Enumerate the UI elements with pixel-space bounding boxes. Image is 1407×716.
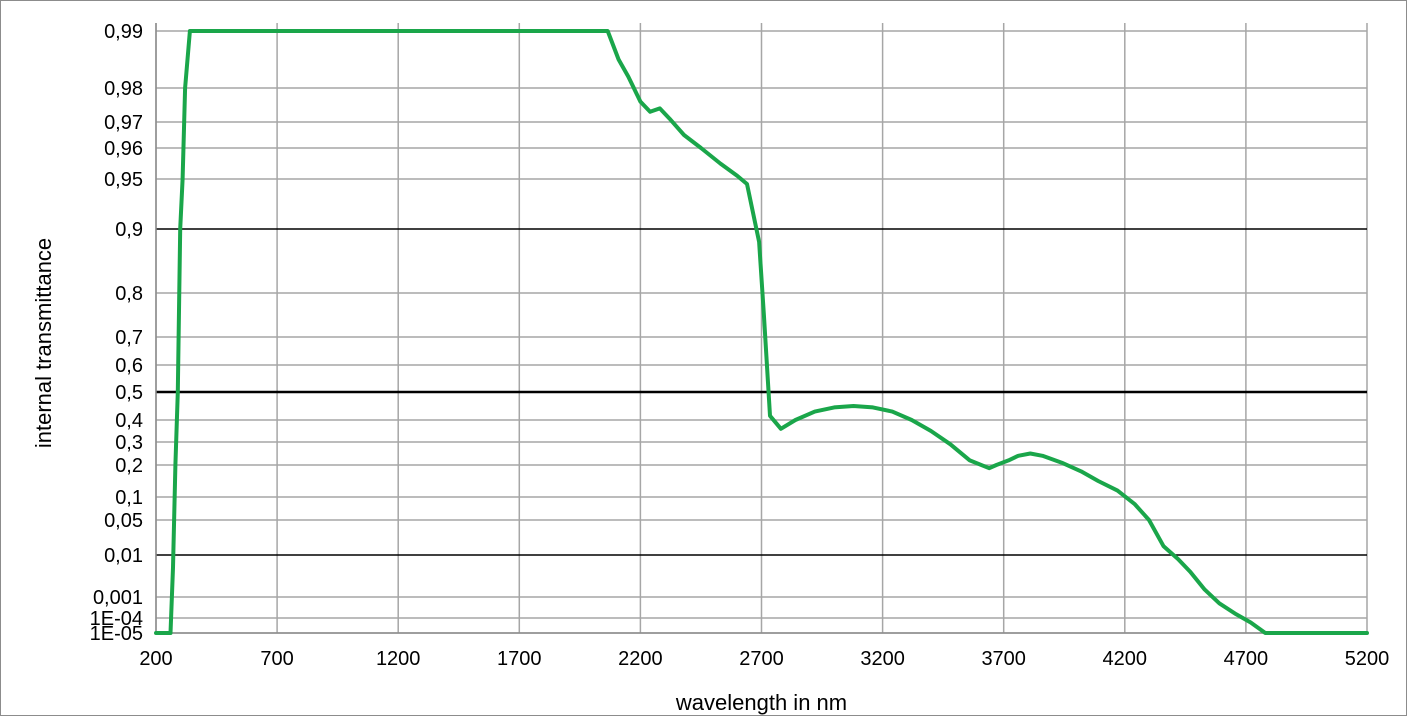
x-tick-label: 3200 xyxy=(860,648,905,670)
x-tick-label: 2700 xyxy=(739,648,784,670)
x-axis-title: wavelength in nm xyxy=(675,690,847,715)
y-tick-label: 1E-05 xyxy=(90,623,143,645)
y-tick-label: 0,6 xyxy=(115,355,143,377)
x-gridlines xyxy=(155,23,1368,633)
x-tick-labels: 200 700 1200 1700 2200 2700 3200 3700 4200 4700 52… xyxy=(139,648,1389,670)
y-tick-label: 0,05 xyxy=(104,510,143,532)
y-tick-label: 0,99 xyxy=(104,21,143,43)
x-tick-label: 2200 xyxy=(618,648,663,670)
y-tick-label: 0,98 xyxy=(104,78,143,100)
y-tick-label: 0,96 xyxy=(104,138,143,160)
x-tick-label: 1200 xyxy=(376,648,421,670)
y-tick-label: 0,5 xyxy=(115,382,143,404)
x-tick-label: 3700 xyxy=(981,648,1026,670)
y-tick-label: 0,7 xyxy=(115,327,143,349)
y-tick-label: 0,3 xyxy=(115,432,143,454)
y-tick-label: 0,4 xyxy=(115,410,143,432)
series-group xyxy=(154,29,1369,635)
x-tick-label: 4200 xyxy=(1103,648,1148,670)
y-tick-label: 0,2 xyxy=(115,455,143,477)
x-tick-label: 1700 xyxy=(497,648,542,670)
y-tick-label: 0,001 xyxy=(93,587,143,609)
y-tick-label: 0,8 xyxy=(115,283,143,305)
x-tick-label: 4700 xyxy=(1224,648,1269,670)
y-axis-title: internal transmittance xyxy=(31,238,56,448)
y-tick-label: 0,9 xyxy=(115,219,143,241)
y-tick-label: 0,97 xyxy=(104,112,143,134)
x-tick-label: 200 xyxy=(139,648,172,670)
y-tick-label: 0,95 xyxy=(104,169,143,191)
x-tick-label: 700 xyxy=(260,648,293,670)
y-tick-label: 0,01 xyxy=(104,545,143,567)
y-tick-label: 1E-04 xyxy=(90,608,143,630)
x-tick-label: 5200 xyxy=(1345,648,1390,670)
y-tick-label: 0,1 xyxy=(115,487,143,509)
plot-area-border xyxy=(155,23,1367,634)
series-line xyxy=(154,29,1369,635)
